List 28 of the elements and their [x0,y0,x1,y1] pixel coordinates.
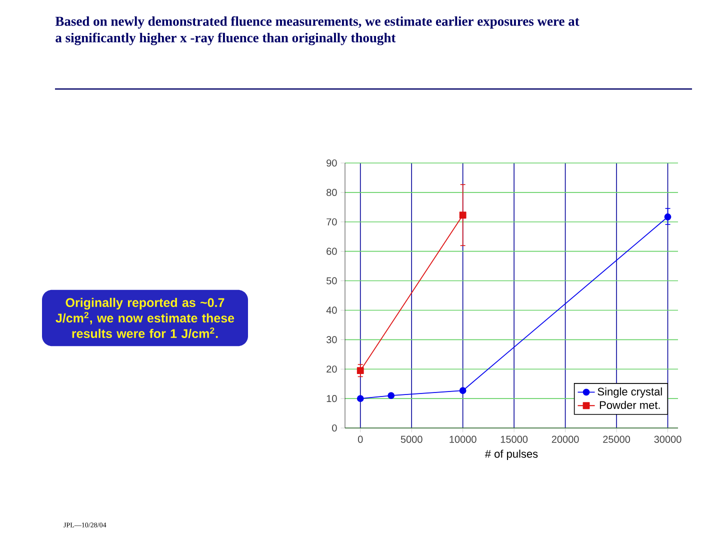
point [459,212,466,219]
y-tick-label: 40 [326,306,337,314]
point [356,367,364,374]
y-tick-label: 60 [326,248,337,255]
point [356,395,364,402]
x-axis-title: # of pulses [484,450,538,460]
point [459,387,466,394]
y-tick-label: 70 [326,218,337,226]
y-tick-label: 10 [326,395,337,402]
y-tick-label: 80 [326,188,337,196]
point [664,213,672,220]
y-tick-label: 0 [332,424,337,432]
x-tick-label: 15000 [500,436,528,443]
x-tick-label: 30000 [654,436,682,443]
legend-label: Powder met. [600,400,660,409]
legend-label: Single crystal [598,387,662,398]
y-tick-label: 20 [326,366,337,373]
x-tick-label: 5000 [400,436,422,443]
x-tick-label: 20000 [552,436,579,443]
chart-title: Based on newly demonstrated fluence measurements, we estimate earlier exposures were at a significantly higher x -ray fluence than originally thought [55,16,580,46]
y-tick-label: 50 [326,277,337,284]
y-tick-label: 90 [326,159,337,167]
text: Originally reported as ~0.7 J/cm$^{2}$, we now estimate these results were for 1 J/cm$^{2}$. [56,298,234,338]
x-tick-label: 0 [358,436,363,443]
point [388,392,395,400]
x-tick-label: 10000 [450,436,476,443]
y-tick-label: 30 [326,336,337,344]
x-tick-label: 25000 [603,436,630,443]
